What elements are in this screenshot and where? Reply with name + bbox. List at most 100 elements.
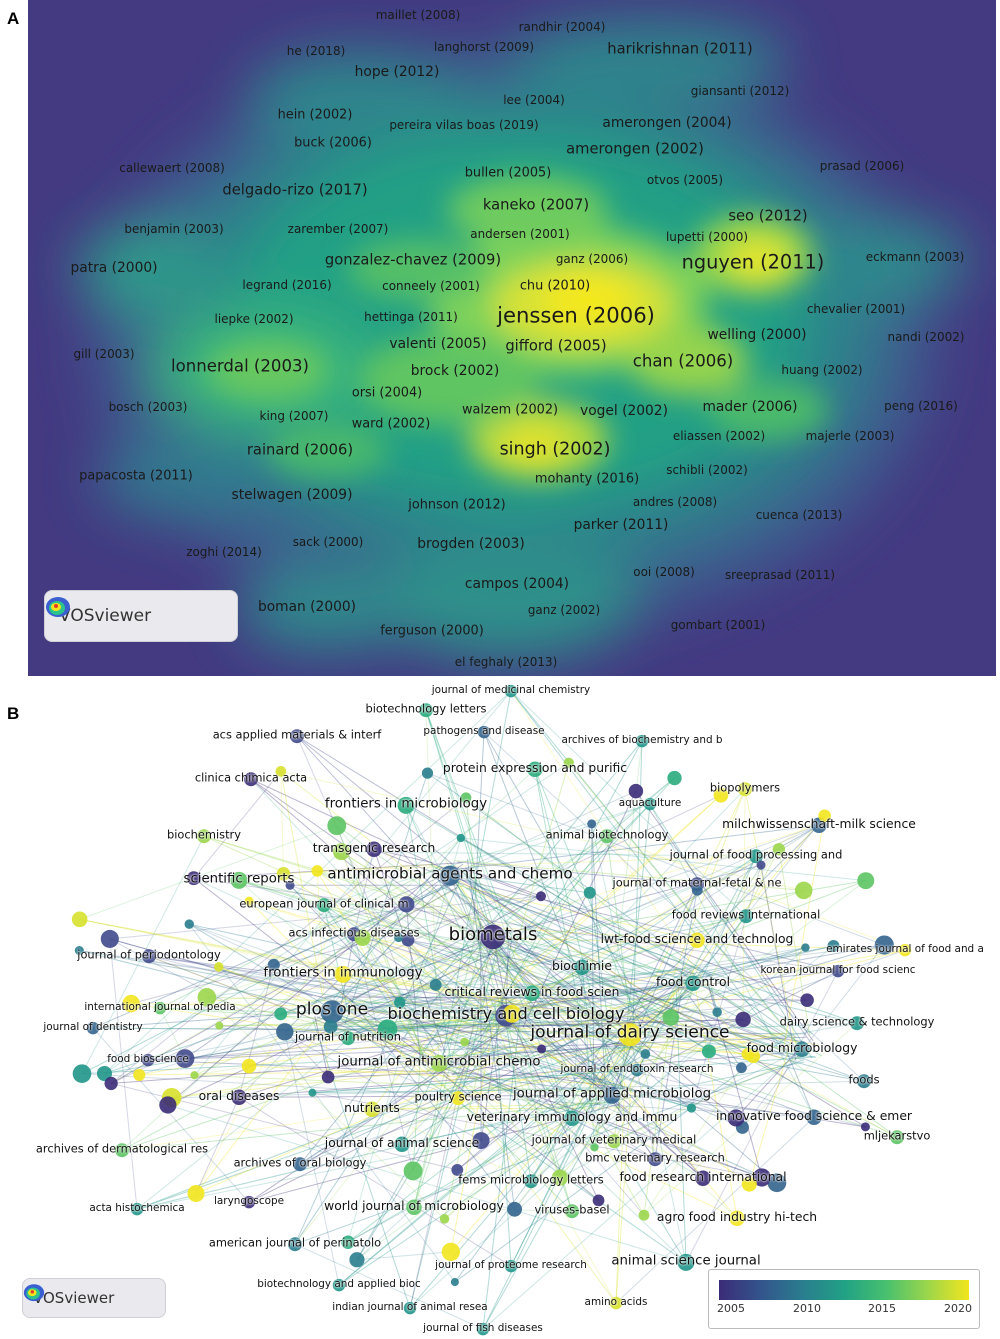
network-edge bbox=[450, 1011, 497, 1252]
node-label: pathogens and disease bbox=[423, 724, 545, 737]
node-label: archives of biochemistry and b bbox=[561, 733, 723, 746]
node-label: journal of medicinal chemistry bbox=[431, 683, 591, 696]
network-node bbox=[587, 819, 597, 829]
network-edge bbox=[627, 944, 885, 1022]
network-edge bbox=[111, 1043, 641, 1084]
node-label: journal of antimicrobial chemo bbox=[337, 1054, 541, 1070]
network-edge bbox=[413, 923, 509, 1208]
node-label: mljekarstvo bbox=[863, 1128, 931, 1143]
node-label: korean journal for food scienc bbox=[760, 963, 916, 976]
network-edge bbox=[460, 837, 813, 1035]
density-label: parker (2011) bbox=[573, 517, 669, 534]
network-node bbox=[686, 1103, 697, 1113]
network-node bbox=[662, 1009, 680, 1026]
network-node bbox=[334, 965, 352, 983]
network-edge bbox=[510, 690, 754, 1057]
network-edge bbox=[219, 1018, 506, 1027]
network-edge bbox=[571, 967, 583, 1119]
network-edge bbox=[171, 1032, 786, 1099]
network-edge bbox=[81, 1045, 650, 1075]
network-edge bbox=[136, 994, 692, 1210]
network-edge bbox=[597, 883, 698, 1084]
network-node bbox=[628, 783, 644, 799]
density-label: nandi (2002) bbox=[887, 330, 965, 345]
network-node bbox=[327, 816, 347, 836]
node-label: antimicrobial agents and chemo bbox=[327, 864, 573, 883]
network-edge bbox=[148, 955, 866, 1128]
network-edge bbox=[195, 849, 375, 1194]
network-edge bbox=[440, 992, 533, 1063]
node-label: world journal of microbiology bbox=[324, 1198, 504, 1213]
density-label: huang (2002) bbox=[781, 363, 863, 378]
network-edge bbox=[446, 882, 698, 941]
density-label: valenti (2005) bbox=[389, 336, 487, 353]
network-node bbox=[618, 1023, 642, 1047]
network-edge bbox=[606, 835, 906, 951]
network-edge bbox=[371, 1102, 603, 1110]
network-edge bbox=[238, 937, 399, 1098]
network-edge bbox=[356, 1007, 512, 1260]
network-edge bbox=[193, 877, 839, 972]
network-edge bbox=[189, 923, 778, 1184]
network-edge bbox=[323, 803, 651, 906]
network-edge bbox=[147, 1036, 807, 1061]
network-node bbox=[317, 898, 331, 913]
network-edge bbox=[110, 794, 722, 1084]
network-node bbox=[288, 1237, 302, 1252]
node-label: european journal of clinical m bbox=[239, 896, 409, 911]
network-edge bbox=[193, 771, 282, 879]
network-edge bbox=[280, 770, 501, 942]
network-edge bbox=[609, 889, 698, 1098]
network-node bbox=[565, 1204, 579, 1219]
network-edge bbox=[347, 892, 591, 1039]
network-edge bbox=[405, 805, 501, 1021]
network-edge bbox=[131, 895, 542, 1005]
node-label: journal of endotoxin research bbox=[560, 1062, 714, 1075]
network-edge bbox=[356, 1206, 415, 1261]
network-node bbox=[756, 860, 766, 870]
network-edge bbox=[238, 879, 794, 1054]
node-label: acs infectious diseases bbox=[288, 925, 420, 940]
density-label: welling (2000) bbox=[707, 327, 807, 344]
network-edge bbox=[680, 949, 906, 991]
network-edge bbox=[438, 947, 806, 1072]
network-edge bbox=[615, 1116, 815, 1304]
node-label: food research international bbox=[619, 1169, 787, 1184]
network-edge bbox=[791, 1060, 898, 1138]
network-edge bbox=[121, 1097, 459, 1151]
network-edge bbox=[104, 946, 483, 1074]
network-node bbox=[818, 809, 831, 823]
network-edge bbox=[422, 777, 675, 1051]
network-edge bbox=[405, 805, 453, 1064]
density-label: ganz (2006) bbox=[555, 252, 629, 267]
vosviewer-badge-b: VOSviewer bbox=[22, 1278, 166, 1318]
network-edge bbox=[617, 1045, 778, 1184]
network-edge bbox=[425, 710, 492, 932]
network-edge bbox=[504, 1018, 744, 1028]
network-node bbox=[735, 1011, 751, 1028]
network-edge bbox=[401, 788, 746, 1145]
network-edge bbox=[510, 690, 799, 1045]
network-edge bbox=[171, 1028, 639, 1099]
density-label: maillet (2008) bbox=[375, 8, 461, 23]
network-edge bbox=[347, 848, 780, 1039]
density-label: cuenca (2013) bbox=[755, 508, 843, 523]
network-edge bbox=[571, 1017, 672, 1119]
color-legend-tick: 2010 bbox=[793, 1302, 821, 1315]
network-edge bbox=[747, 1053, 898, 1138]
network-edge bbox=[568, 762, 803, 1051]
network-edge bbox=[500, 824, 820, 1007]
network-edge bbox=[316, 870, 608, 1100]
network-edge bbox=[405, 805, 573, 1119]
network-edge bbox=[109, 938, 482, 1141]
network-edge bbox=[784, 1046, 815, 1118]
network-edge bbox=[330, 947, 806, 1028]
network-edge bbox=[427, 772, 797, 1039]
network-edge bbox=[444, 1023, 490, 1219]
network-node bbox=[563, 757, 575, 769]
network-edge bbox=[489, 928, 742, 1069]
network-edge bbox=[373, 848, 433, 864]
network-edge bbox=[690, 864, 762, 1109]
node-label: archives of dermatological res bbox=[35, 1141, 209, 1156]
network-edge bbox=[79, 950, 619, 1087]
